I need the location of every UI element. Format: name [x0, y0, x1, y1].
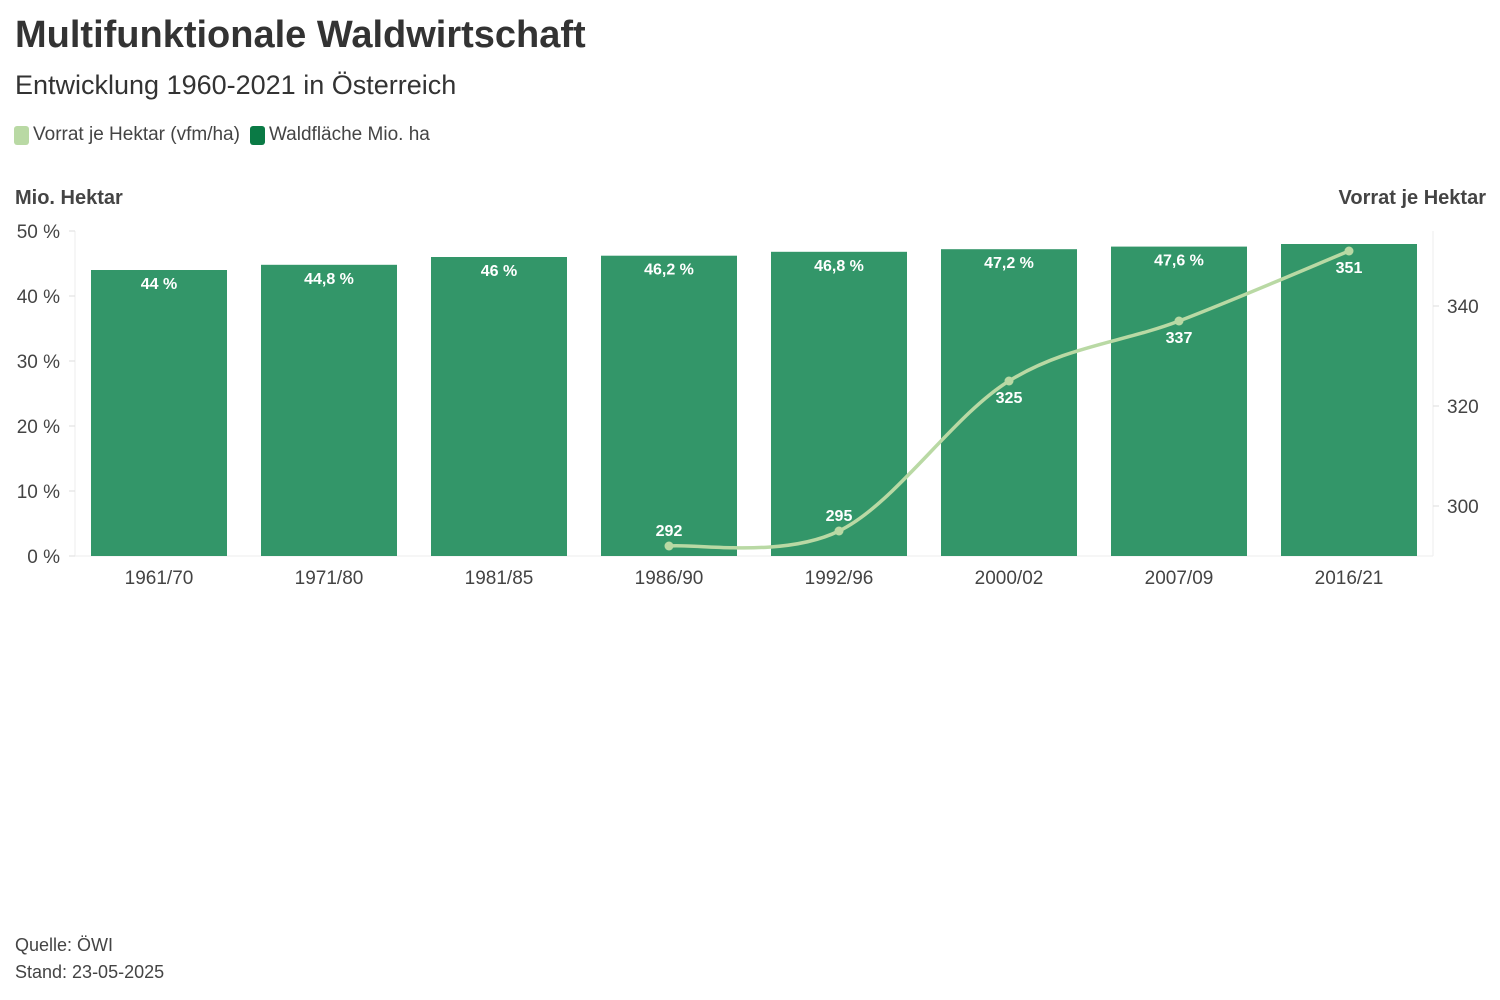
y-tick-label: 10 %	[17, 482, 60, 503]
y-tick-label: 30 %	[17, 352, 60, 373]
x-tick-label: 1961/70	[125, 568, 194, 589]
line-point	[1004, 376, 1014, 386]
bar	[941, 249, 1077, 556]
x-tick-label: 1986/90	[635, 568, 704, 589]
bar	[261, 264, 397, 556]
legend-swatch-vorrat	[14, 125, 29, 145]
legend-label: Vorrat je Hektar (vfm/ha)	[33, 124, 240, 145]
y-tick-label: 0 %	[27, 547, 60, 568]
x-tick-label: 1981/85	[465, 568, 534, 589]
bar	[91, 270, 227, 556]
bar-label: 46,8 %	[814, 258, 864, 275]
y-tick-label: 50 %	[17, 222, 60, 243]
line-label: 351	[1336, 260, 1363, 277]
legend-item-vorrat[interactable]: Vorrat je Hektar (vfm/ha)	[14, 124, 240, 146]
right-axis-title: Vorrat je Hektar	[1338, 187, 1486, 209]
bar	[601, 255, 737, 556]
bar	[1281, 244, 1417, 556]
left-axis-title: Mio. Hektar	[15, 187, 123, 209]
bar-label: 46,2 %	[644, 262, 694, 279]
line-label: 337	[1166, 330, 1193, 347]
bar	[431, 257, 567, 556]
bar-label: 44,8 %	[304, 271, 354, 288]
line-label: 295	[826, 508, 853, 525]
y2-tick-label: 300	[1447, 497, 1479, 518]
line-point	[1344, 246, 1354, 256]
source-note: Quelle: ÖWI	[15, 935, 114, 955]
line-point	[1174, 316, 1184, 326]
line-label: 292	[656, 523, 683, 540]
legend-swatch-waldflaeche	[249, 125, 265, 145]
bar-label: 47,6 %	[1154, 253, 1204, 270]
y-tick-label: 20 %	[17, 417, 60, 438]
legend-label: Waldfläche Mio. ha	[268, 124, 430, 145]
y2-tick-label: 340	[1447, 297, 1479, 318]
chart-title: Multifunktionale Waldwirtschaft	[15, 14, 586, 56]
bar-label: 44 %	[141, 276, 177, 293]
x-tick-label: 2000/02	[975, 568, 1044, 589]
x-tick-label: 1992/96	[805, 568, 874, 589]
bar-label: 46 %	[481, 263, 517, 280]
date-note: Stand: 23-05-2025	[15, 962, 165, 982]
x-tick-label: 1971/80	[295, 568, 364, 589]
bar	[1111, 246, 1247, 556]
x-tick-label: 2007/09	[1145, 568, 1214, 589]
line-point	[664, 541, 674, 551]
legend-item-waldflaeche[interactable]: Waldfläche Mio. ha	[249, 124, 430, 146]
bar	[771, 251, 907, 557]
chart-area: 0 % 10 % 20 % 30 % 40 % 50 % 300 320 340 1961/70 1…	[17, 222, 1479, 589]
x-tick-label: 2016/21	[1315, 568, 1384, 589]
line-point	[834, 526, 844, 536]
line-label: 325	[996, 390, 1023, 407]
bar-label: 47,2 %	[984, 255, 1034, 272]
y-tick-label: 40 %	[17, 287, 60, 308]
y2-tick-label: 320	[1447, 397, 1479, 418]
legend: Vorrat je Hektar (vfm/ha) Waldfläche Mio…	[14, 124, 430, 146]
chart-subtitle: Entwicklung 1960-2021 in Österreich	[15, 70, 457, 100]
